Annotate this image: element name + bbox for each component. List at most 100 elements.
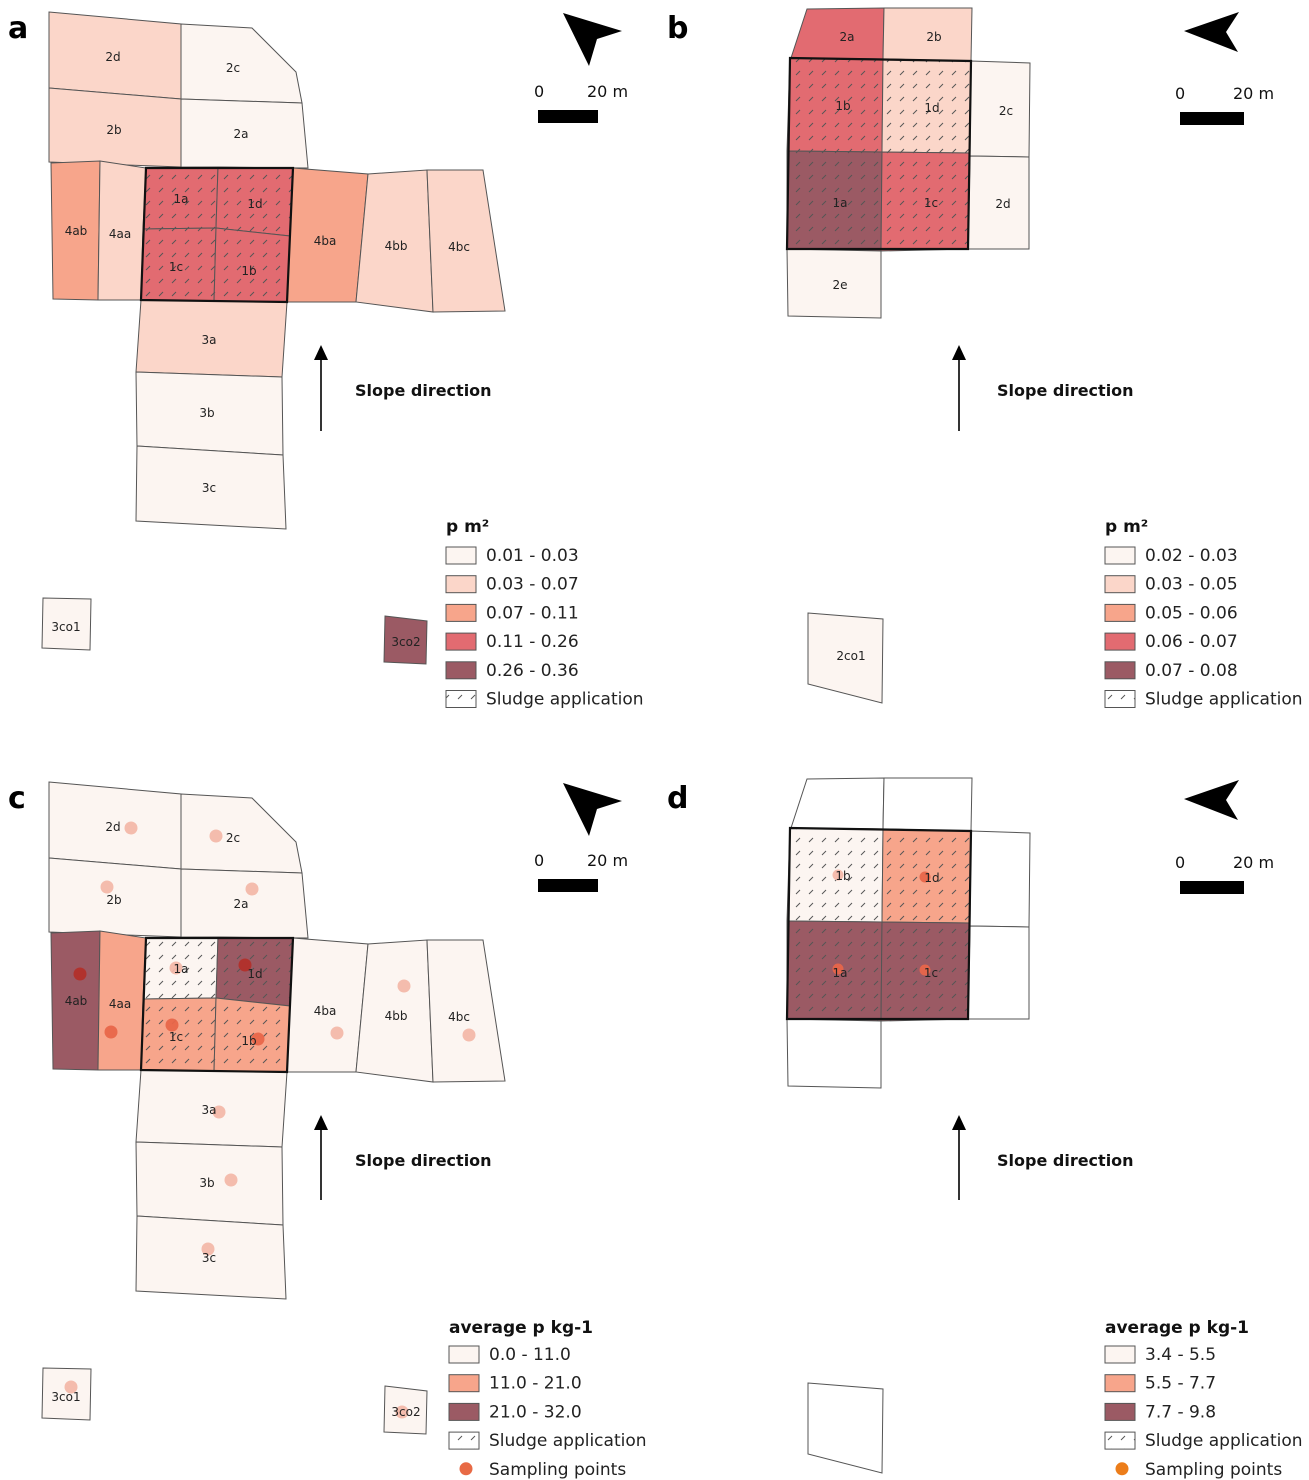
sludge-area-outline	[139, 936, 295, 1074]
plot-2c	[180, 793, 303, 874]
scale-end: 20 m	[587, 851, 628, 870]
legend-label-sludge: Sludge application	[1145, 1431, 1303, 1451]
sampling-point	[251, 1032, 265, 1046]
legend-swatch	[445, 661, 477, 680]
legend-label: 0.0 - 11.0	[489, 1345, 571, 1365]
slope-arrow-icon	[314, 345, 328, 431]
sampling-point	[832, 963, 844, 975]
legend-label: 0.03 - 0.05	[1145, 575, 1238, 595]
plot-map	[785, 777, 1031, 1474]
legend-hatch	[1105, 690, 1135, 708]
legend-swatch	[448, 1402, 480, 1421]
plot-label-2c: 2c	[999, 104, 1013, 118]
plot-label-2d: 2d	[105, 820, 120, 834]
plot-2d	[967, 925, 1030, 1020]
north-arrow-icon	[1184, 780, 1239, 820]
legend-swatch	[1104, 1402, 1136, 1421]
scale-zero: 0	[1175, 853, 1185, 872]
panel-letter: a	[8, 11, 28, 46]
legend-swatch	[1104, 1345, 1136, 1364]
sampling-points	[832, 869, 931, 976]
plot-label-4aa: 4aa	[109, 997, 131, 1011]
plot-label-3co2: 3co2	[391, 635, 420, 649]
plot-label-1a: 1a	[174, 192, 189, 206]
legend-swatch	[1104, 1374, 1136, 1393]
legend-label: 0.26 - 0.36	[486, 661, 579, 681]
plot-label-1b: 1b	[835, 99, 850, 113]
sampling-point	[832, 869, 844, 881]
legend-items: 0.0 - 11.0 11.0 - 21.0 21.0 - 32.0 Sludge a…	[448, 1345, 647, 1480]
plot-3co1	[41, 597, 92, 651]
slope-arrow-icon	[314, 1115, 328, 1200]
legend-label-points: Sampling points	[489, 1460, 626, 1480]
plot-label-2a: 2a	[840, 30, 855, 44]
plot-label-4bb: 4bb	[385, 1009, 408, 1023]
sampling-point	[169, 961, 183, 975]
sampling-point	[919, 871, 931, 883]
legend-swatch	[1104, 632, 1136, 651]
plot-2a	[180, 98, 309, 169]
plot-label-1a: 1a	[833, 966, 848, 980]
plot-label-3co1: 3co1	[51, 1390, 80, 1404]
plot-label-4ba: 4ba	[314, 1004, 337, 1018]
plot-label-3a: 3a	[202, 333, 217, 347]
sludge-hatch-1d	[216, 937, 293, 1006]
sampling-point	[124, 821, 138, 835]
sampling-point	[395, 1405, 409, 1419]
plot-label-3c: 3c	[202, 1251, 216, 1265]
plot-label-4ab: 4ab	[65, 224, 88, 238]
scale-end: 20 m	[1233, 853, 1274, 872]
plot-label-4bc: 4bc	[448, 1010, 470, 1024]
legend-title: p m²	[1105, 517, 1148, 537]
plot-label-4ba: 4ba	[314, 234, 337, 248]
plot-label-2c: 2c	[226, 61, 240, 75]
slope-arrow-icon	[952, 1115, 966, 1200]
scale-zero: 0	[534, 851, 544, 870]
legend-title: average p kg-1	[1105, 1318, 1249, 1338]
sludge-hatch-1c	[141, 998, 216, 1072]
plot-label-4aa: 4aa	[109, 227, 131, 241]
panel-a: a 2d 2c 2b 2a 4ab 4aa 1a 1d 1c 1b 4ba 4bb 4bc 3a 3b 3c 3…	[8, 11, 644, 710]
sampling-point	[100, 880, 114, 894]
plot-label-4ab: 4ab	[65, 994, 88, 1008]
plot-label-2b: 2b	[106, 123, 121, 137]
legend-hatch	[449, 1432, 479, 1450]
legend-label: 5.5 - 7.7	[1145, 1374, 1216, 1394]
legend-swatch	[1104, 603, 1136, 622]
sludge-hatch-1b	[214, 998, 290, 1072]
plot-2c	[180, 23, 303, 104]
legend-label-points: Sampling points	[1145, 1460, 1282, 1480]
slope-label: Slope direction	[997, 381, 1134, 400]
plot-label-1a: 1a	[174, 962, 189, 976]
plot-labels: 2d 2c 2b 2a 4ab 4aa 1a 1d 1c 1b 4ba 4bb 4bc 3a 3b 3c 3co…	[51, 820, 470, 1419]
sludge-hatch-1c	[881, 152, 970, 251]
legend-swatch	[448, 1345, 480, 1364]
panel-b: b 2a 2b 1b 1d 2c 1a 1c 2d 2e 2co1 0 20 m Slope di…	[667, 7, 1303, 710]
plot-map	[41, 781, 506, 1435]
plot-label-2b: 2b	[106, 893, 121, 907]
plot-2e	[786, 248, 882, 319]
sampling-point	[245, 882, 259, 896]
plot-map	[785, 7, 1031, 704]
sampling-point	[64, 1380, 78, 1394]
plot-label-1b: 1b	[241, 264, 256, 278]
legend-label: 3.4 - 5.5	[1145, 1345, 1216, 1365]
scale-zero: 0	[534, 82, 544, 101]
plot-label-2e: 2e	[832, 278, 847, 292]
legend-swatch	[1104, 546, 1136, 565]
slope-label: Slope direction	[355, 381, 492, 400]
scale-bar-rect	[1180, 112, 1244, 125]
sampling-point	[462, 1028, 476, 1042]
plot-label-1c: 1c	[169, 260, 183, 274]
sludge-hatch-1c	[141, 228, 216, 302]
panel-letter: d	[667, 781, 688, 816]
slope-label: Slope direction	[355, 1151, 492, 1170]
plot-label-3c: 3c	[202, 481, 216, 495]
legend-label: 21.0 - 32.0	[489, 1402, 582, 1422]
plot-3co1	[41, 1367, 92, 1421]
legend-label: 0.07 - 0.08	[1145, 661, 1238, 681]
sampling-point	[73, 967, 87, 981]
sludge-area-outline	[139, 166, 295, 304]
legend-items: 3.4 - 5.5 5.5 - 7.7 7.7 - 9.8 Sludge applic…	[1104, 1345, 1303, 1480]
